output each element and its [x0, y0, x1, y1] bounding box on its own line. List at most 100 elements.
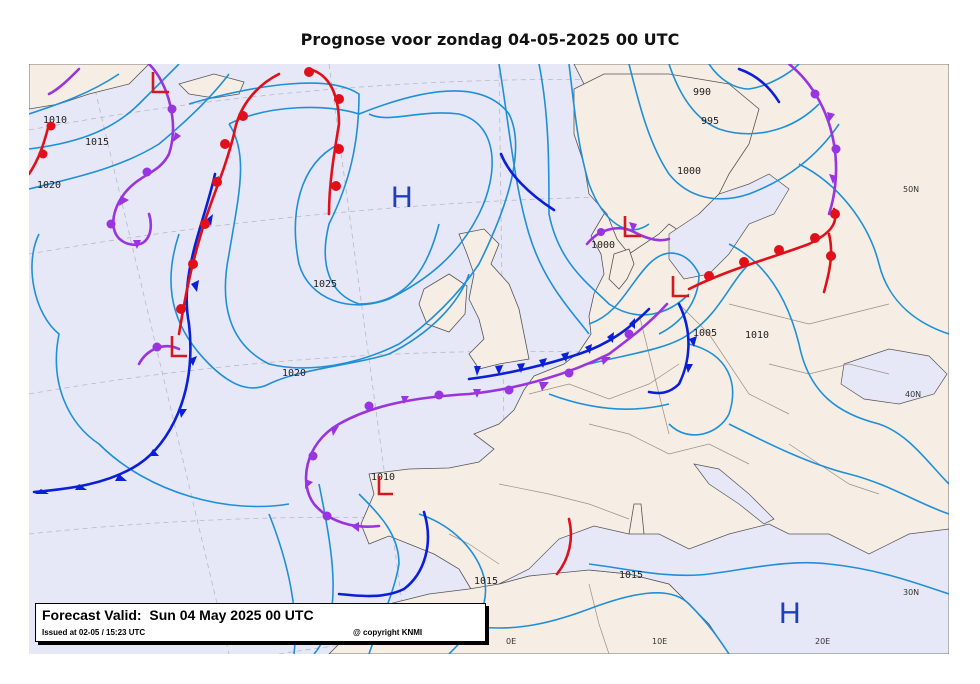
- occluded-front-triangle: [351, 522, 359, 532]
- isobar-line: [668, 343, 734, 436]
- longitude-label: 10E: [652, 637, 667, 646]
- isobar-line: [224, 90, 517, 369]
- isobar-line: [294, 112, 493, 306]
- occluded-front-semicircle: [434, 390, 444, 400]
- low-marker: [671, 276, 689, 298]
- occluded-front-triangle: [829, 174, 837, 184]
- isobar-line: [458, 592, 730, 654]
- warm-front: [687, 207, 837, 291]
- warm-front: [822, 232, 833, 294]
- ireland-landmass: [418, 273, 468, 333]
- occluded-front-semicircle: [308, 451, 318, 461]
- occluded-front-triangle: [629, 222, 637, 232]
- cold-front: [647, 302, 690, 395]
- cold-front-triangle: [474, 366, 481, 376]
- cold-front-triangle: [539, 358, 547, 368]
- isobar-line: [728, 423, 949, 515]
- isobar-line: [548, 393, 670, 410]
- isobar-label: 995: [701, 116, 719, 127]
- warm-front-semicircle: [331, 181, 341, 191]
- cold-front-triangle: [689, 336, 697, 347]
- latitude-line: [29, 195, 949, 255]
- isobar-label: 1010: [43, 115, 67, 126]
- occluded-fronts: [47, 64, 838, 528]
- isobar-label: 1000: [677, 166, 701, 177]
- occluded-front-semicircle: [564, 368, 574, 378]
- warm-front: [177, 72, 281, 336]
- warm-front-semicircle: [774, 245, 784, 255]
- latitude-label: 40N: [905, 390, 921, 399]
- occluded-front-semicircle: [810, 89, 820, 99]
- occluded-front-semicircle: [167, 104, 177, 114]
- occluded-front: [47, 67, 81, 96]
- occluded-front-triangle: [331, 426, 339, 436]
- occluded-front-triangle: [173, 132, 181, 142]
- isobar-label: 1020: [282, 368, 306, 379]
- cold-front: [32, 172, 217, 494]
- latitude-label: 50N: [903, 185, 919, 194]
- occluded-front-semicircle: [624, 329, 634, 339]
- occluded-front-semicircle: [831, 144, 841, 154]
- isobar-label: 1005: [693, 328, 717, 339]
- isobar-label: 1010: [371, 472, 395, 483]
- copyright-text: @ copyright KNMI: [353, 628, 423, 637]
- low-marker: [623, 216, 641, 238]
- isobar-label: 1020: [37, 180, 61, 191]
- isobar-line: [29, 73, 120, 115]
- cold-front-triangle: [629, 318, 635, 329]
- warm-front: [555, 517, 573, 576]
- warm-front: [307, 67, 341, 216]
- isobar-line: [588, 252, 700, 335]
- cold-front-triangle: [207, 214, 213, 226]
- warm-front-semicircle: [830, 209, 840, 219]
- occluded-front-semicircle: [142, 167, 152, 177]
- isobar-line: [29, 64, 180, 150]
- occluded-front-semicircle: [106, 219, 116, 229]
- isobar-labels: 1010 1015 1020 1025 1020 1000 995 990 10…: [37, 87, 769, 587]
- cold-fronts: [32, 67, 781, 598]
- cold-front-triangle: [585, 344, 592, 354]
- denmark-landmass: [608, 248, 635, 290]
- iceland-landmass: [178, 73, 245, 99]
- isobar-line: [538, 64, 690, 316]
- cold-front-triangle: [517, 363, 525, 373]
- warm-front-semicircle: [200, 219, 210, 229]
- isobar-label: 1015: [85, 137, 109, 148]
- occluded-front-semicircle: [322, 511, 332, 521]
- graticule-labels: 50N 40N 30N 0E 10E 20E: [506, 185, 921, 646]
- isobar-label: 1000: [591, 240, 615, 251]
- cold-front: [737, 67, 781, 104]
- isobar-label: 1015: [474, 576, 498, 587]
- warm-front-semicircle: [810, 233, 820, 243]
- weather-map: 1010 1015 1020 1025 1020 1000 995 990 10…: [29, 64, 949, 654]
- longitude-label: 0E: [506, 637, 516, 646]
- border-line: [638, 313, 670, 435]
- isobar-label: 990: [693, 87, 711, 98]
- isobar-label: 1025: [313, 279, 337, 290]
- isobar-line: [498, 64, 590, 335]
- warm-front-semicircle: [334, 94, 344, 104]
- warm-front-semicircle: [46, 121, 56, 131]
- occluded-front-triangle: [305, 479, 313, 489]
- weather-map-svg: 1010 1015 1020 1025 1020 1000 995 990 10…: [29, 64, 949, 654]
- occluded-front: [787, 64, 838, 216]
- warm-front-semicircle: [826, 251, 836, 261]
- cold-front-triangle: [149, 449, 159, 456]
- warm-front-semicircle: [739, 257, 749, 267]
- border-line: [588, 583, 610, 654]
- cold-front-triangle: [561, 352, 569, 362]
- isobar-line: [188, 82, 440, 305]
- border-line: [728, 303, 890, 325]
- issued-time-text: Issued at 02-05 / 15:23 UTC: [42, 628, 146, 637]
- border-line: [588, 423, 750, 465]
- warm-front-semicircle: [212, 177, 222, 187]
- forecast-valid-text: Forecast Valid: Sun 04 May 2025 00 UTC: [42, 607, 314, 623]
- occluded-front-triangle: [827, 112, 835, 122]
- border-line: [768, 363, 890, 375]
- cold-front-triangle: [115, 474, 127, 481]
- isobar-label: 1010: [745, 330, 769, 341]
- greenland-landmass: [29, 64, 150, 110]
- low-marker: [377, 476, 393, 496]
- border-line: [448, 533, 500, 565]
- border-line: [528, 363, 680, 400]
